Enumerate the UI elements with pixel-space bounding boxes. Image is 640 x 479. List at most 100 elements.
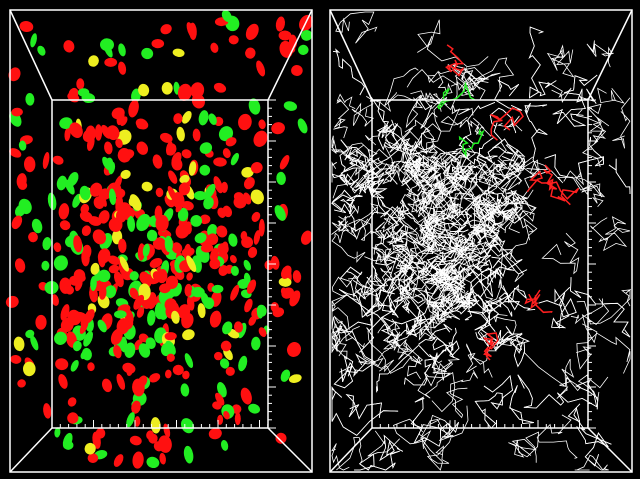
track	[339, 159, 384, 177]
cell	[95, 428, 106, 439]
cell	[171, 242, 183, 254]
track	[397, 144, 446, 168]
cell	[220, 181, 228, 193]
cell	[184, 353, 194, 369]
cell	[177, 83, 192, 102]
cell	[149, 373, 161, 383]
edge	[267, 427, 313, 473]
track	[461, 290, 487, 313]
cell	[127, 215, 136, 232]
track	[464, 210, 506, 240]
track	[354, 434, 404, 471]
track	[429, 190, 457, 231]
cell	[221, 10, 232, 22]
track	[489, 107, 517, 155]
cell	[168, 170, 178, 184]
track	[404, 104, 474, 155]
cell	[73, 235, 83, 253]
cell	[104, 57, 118, 67]
cell	[9, 148, 22, 158]
track	[377, 321, 413, 353]
cell	[253, 230, 261, 245]
cell	[233, 192, 245, 202]
track	[473, 117, 492, 137]
cell	[110, 328, 123, 346]
track	[432, 276, 466, 313]
track	[575, 109, 610, 132]
cell	[217, 243, 229, 255]
cell	[182, 370, 190, 380]
track	[407, 249, 430, 285]
cell	[246, 279, 257, 294]
track	[340, 166, 365, 186]
track	[412, 287, 436, 341]
cell	[64, 127, 71, 142]
cell	[172, 364, 184, 376]
track	[517, 374, 599, 410]
track	[446, 267, 466, 291]
track	[576, 426, 609, 467]
track	[467, 305, 500, 348]
cell	[286, 341, 302, 358]
cell	[84, 442, 96, 455]
cell	[116, 110, 125, 126]
cell	[155, 187, 164, 198]
cell	[251, 336, 261, 351]
cell	[208, 427, 222, 440]
cell	[165, 340, 176, 356]
cell	[69, 122, 83, 138]
cell	[190, 215, 203, 227]
track	[508, 431, 539, 463]
track	[386, 231, 431, 255]
cell	[184, 283, 193, 297]
cell	[182, 221, 192, 236]
track	[420, 429, 453, 471]
track	[511, 210, 535, 233]
track	[344, 131, 406, 169]
cell	[258, 119, 266, 130]
cell	[79, 185, 91, 201]
cell	[114, 310, 127, 319]
track	[419, 345, 447, 374]
track	[372, 247, 396, 281]
cell	[200, 243, 214, 253]
cell	[87, 362, 95, 372]
cell	[243, 259, 251, 271]
cell	[146, 229, 158, 242]
cell	[98, 193, 107, 207]
cell	[179, 174, 190, 184]
track	[482, 292, 536, 315]
track	[333, 93, 356, 139]
track	[590, 216, 631, 252]
cell	[54, 331, 67, 345]
cell	[222, 148, 231, 159]
track	[425, 181, 436, 216]
cell	[90, 276, 97, 291]
cell	[28, 231, 38, 243]
track	[331, 294, 350, 333]
cell	[245, 23, 259, 41]
cell	[171, 310, 180, 324]
cell	[186, 272, 193, 281]
track	[410, 396, 459, 447]
track	[487, 159, 524, 179]
track	[351, 145, 433, 194]
cell	[173, 113, 183, 124]
track	[366, 253, 409, 297]
cell	[276, 171, 286, 185]
cell	[270, 255, 280, 270]
cell	[280, 287, 288, 297]
cell	[223, 410, 230, 420]
cell	[181, 312, 194, 329]
cell	[104, 141, 113, 155]
track	[521, 351, 575, 387]
track	[468, 208, 504, 312]
cell	[129, 194, 142, 211]
cell	[152, 271, 162, 282]
cell	[94, 124, 103, 141]
track	[485, 186, 525, 224]
cell	[217, 207, 227, 218]
cell	[240, 387, 252, 405]
